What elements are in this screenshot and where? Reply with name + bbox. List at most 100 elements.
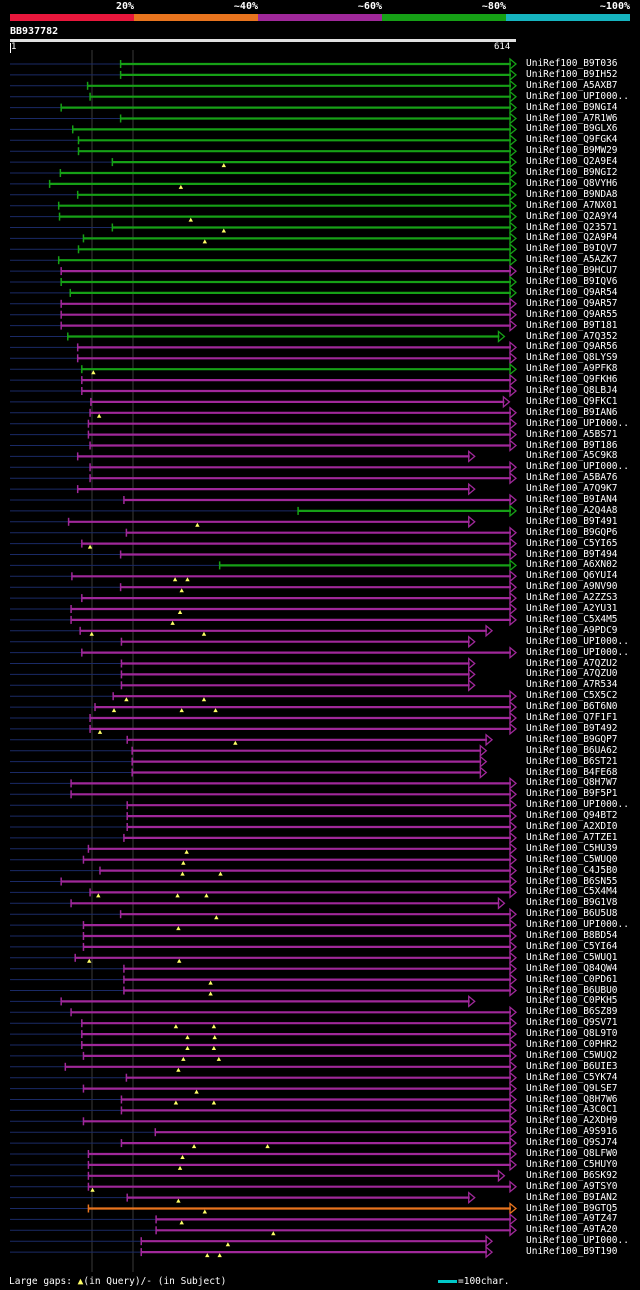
hit-row[interactable] xyxy=(10,646,518,659)
hit-row[interactable] xyxy=(10,853,518,867)
hit-row[interactable] xyxy=(10,559,518,572)
hit-label[interactable]: UniRef100_C0PHR2 xyxy=(526,1039,618,1050)
hit-label[interactable]: UniRef100_B6ST21 xyxy=(526,755,618,767)
hit-label[interactable]: UniRef100_Q8L9T0 xyxy=(526,1028,618,1040)
hit-label[interactable]: UniRef100_B9T186 xyxy=(526,439,618,451)
hit-label[interactable]: UniRef100_A2ZZS3 xyxy=(526,592,618,604)
hit-row[interactable] xyxy=(10,166,518,180)
hit-row[interactable] xyxy=(10,439,518,452)
hit-label[interactable]: UniRef100_Q9AR55 xyxy=(526,308,618,320)
hit-label[interactable]: UniRef100_UPI000.. xyxy=(526,90,629,102)
hit-row[interactable] xyxy=(10,1016,518,1030)
hit-label[interactable]: UniRef100_A9NV90 xyxy=(526,581,618,593)
hit-row[interactable] xyxy=(10,831,518,845)
hit-label[interactable]: UniRef100_B9G1V8 xyxy=(526,897,618,909)
hit-label[interactable]: UniRef100_A9PFK8 xyxy=(526,363,618,375)
hit-row[interactable] xyxy=(10,123,518,136)
hit-row[interactable] xyxy=(10,504,518,518)
hit-row[interactable] xyxy=(10,1213,518,1226)
hit-label[interactable]: UniRef100_Q9LSE7 xyxy=(526,1082,618,1094)
hit-row[interactable] xyxy=(10,711,518,725)
hit-row[interactable] xyxy=(10,232,518,245)
hit-label[interactable]: UniRef100_A7NX01 xyxy=(526,199,618,211)
hit-label[interactable]: UniRef100_B4FE68 xyxy=(526,766,618,778)
hit-row[interactable] xyxy=(10,1049,518,1063)
hit-label[interactable]: UniRef100_Q8H7W7 xyxy=(526,777,618,789)
hit-label[interactable]: UniRef100_Q8LFW0 xyxy=(526,1148,618,1159)
hit-row[interactable] xyxy=(10,395,511,409)
hit-label[interactable]: UniRef100_C5X4M4 xyxy=(526,886,618,898)
hit-row[interactable] xyxy=(10,199,518,213)
hit-label[interactable]: UniRef100_A5C9K8 xyxy=(526,450,618,462)
hit-label[interactable]: UniRef100_C5X4M5 xyxy=(526,613,618,625)
hit-row[interactable] xyxy=(10,319,518,332)
hit-label[interactable]: UniRef100_UPI000.. xyxy=(526,646,629,658)
hit-label[interactable]: UniRef100_C5HU39 xyxy=(526,842,618,854)
hit-row[interactable] xyxy=(10,798,518,812)
hit-label[interactable]: UniRef100_Q9AR56 xyxy=(526,341,618,353)
hit-row[interactable] xyxy=(10,787,518,801)
hit-label[interactable]: UniRef100_B8BD54 xyxy=(526,930,618,941)
hit-label[interactable]: UniRef100_B9F5P1 xyxy=(526,788,618,800)
hit-label[interactable]: UniRef100_A9PDC9 xyxy=(526,624,618,636)
hit-row[interactable] xyxy=(10,1093,518,1106)
hit-row[interactable] xyxy=(10,351,518,365)
hit-label[interactable]: UniRef100_Q94BT2 xyxy=(526,810,618,822)
hit-label[interactable]: UniRef100_UPI000.. xyxy=(526,461,629,473)
hit-label[interactable]: UniRef100_C5WUQ0 xyxy=(526,853,618,865)
hit-row[interactable] xyxy=(10,133,518,147)
hit-row[interactable] xyxy=(10,275,518,289)
hit-label[interactable]: UniRef100_B6UIE3 xyxy=(526,1060,618,1072)
hit-row[interactable] xyxy=(10,1158,518,1172)
hit-row[interactable] xyxy=(10,896,506,910)
hit-row[interactable] xyxy=(10,1125,518,1139)
hit-row[interactable] xyxy=(10,1104,518,1117)
hit-row[interactable] xyxy=(10,1234,494,1248)
hit-label[interactable]: UniRef100_Q6YUI4 xyxy=(526,570,618,582)
hit-label[interactable]: UniRef100_A7R534 xyxy=(526,679,618,691)
hit-row[interactable] xyxy=(10,68,518,82)
hit-row[interactable] xyxy=(10,875,518,888)
hit-label[interactable]: UniRef100_C4J5B0 xyxy=(526,864,618,876)
hit-row[interactable] xyxy=(10,406,518,420)
hit-row[interactable] xyxy=(10,537,518,550)
hit-row[interactable] xyxy=(10,450,476,463)
hit-label[interactable]: UniRef100_A5BS71 xyxy=(526,428,618,440)
hit-row[interactable] xyxy=(10,384,518,398)
hit-row[interactable] xyxy=(10,1071,518,1085)
hit-row[interactable] xyxy=(10,951,518,965)
hit-label[interactable]: UniRef100_UPI000.. xyxy=(526,417,629,429)
hit-label[interactable]: UniRef100_Q9AR54 xyxy=(526,286,618,298)
hit-row[interactable] xyxy=(10,79,518,93)
hit-label[interactable]: UniRef100_B9GLX6 xyxy=(526,123,618,135)
hit-label[interactable]: UniRef100_A7Q9K7 xyxy=(526,483,618,495)
hit-label[interactable]: UniRef100_A7Q352 xyxy=(526,330,618,342)
hit-label[interactable]: UniRef100_B9HCU7 xyxy=(526,265,618,277)
hit-label[interactable]: UniRef100_B9IAN4 xyxy=(526,494,618,505)
hit-row[interactable] xyxy=(10,155,518,169)
hit-label[interactable]: UniRef100_A2YU31 xyxy=(526,603,618,614)
hit-label[interactable]: UniRef100_A2XDH9 xyxy=(526,1115,618,1127)
hit-row[interactable] xyxy=(10,744,488,758)
hit-label[interactable]: UniRef100_B9GQP7 xyxy=(526,733,618,745)
hit-label[interactable]: UniRef100_A7R1W6 xyxy=(526,112,618,124)
hit-row[interactable] xyxy=(10,1038,518,1052)
hit-label[interactable]: UniRef100_Q2A9P4 xyxy=(526,232,618,244)
hit-row[interactable] xyxy=(10,341,518,354)
hit-row[interactable] xyxy=(10,297,518,311)
hit-row[interactable] xyxy=(10,995,476,1008)
hit-label[interactable]: UniRef100_B9GQP6 xyxy=(526,526,618,538)
hit-label[interactable]: UniRef100_Q9FGK4 xyxy=(526,134,618,146)
hit-row[interactable] xyxy=(10,733,494,747)
hit-label[interactable]: UniRef100_Q23571 xyxy=(526,221,618,233)
hit-label[interactable]: UniRef100_Q8VYH6 xyxy=(526,177,618,189)
hit-row[interactable] xyxy=(10,755,488,768)
hit-label[interactable]: UniRef100_A7QZU2 xyxy=(526,657,618,669)
hit-row[interactable] xyxy=(10,613,518,627)
hit-row[interactable] xyxy=(10,471,518,485)
hit-label[interactable]: UniRef100_B6SK92 xyxy=(526,1169,618,1181)
hit-row[interactable] xyxy=(10,362,518,376)
hit-row[interactable] xyxy=(10,722,518,736)
hit-row[interactable] xyxy=(10,308,518,322)
hit-row[interactable] xyxy=(10,1169,506,1183)
